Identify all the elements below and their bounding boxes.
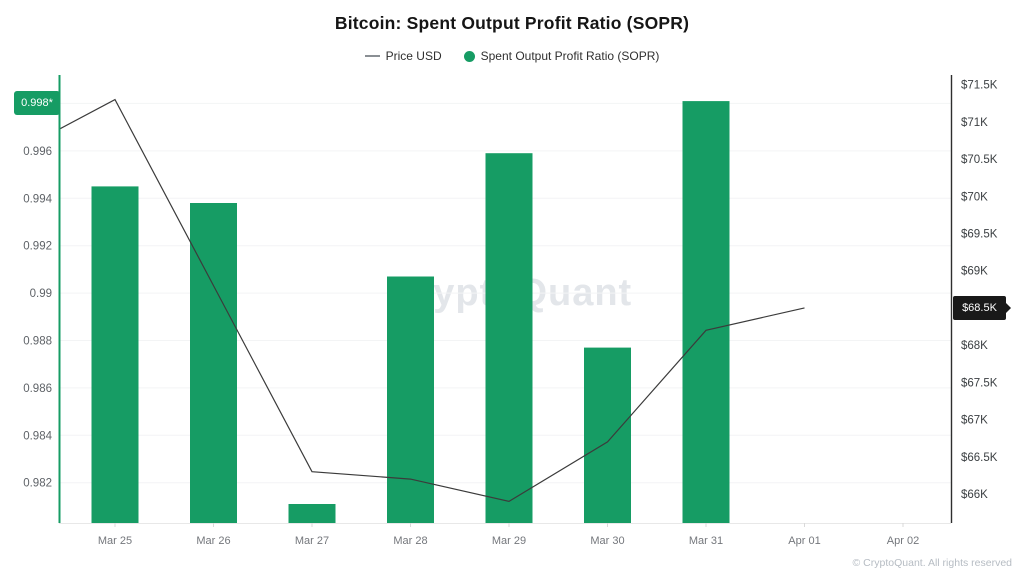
sopr-latest-badge: 0.998* [14,91,60,115]
sopr-bar-mar-29[interactable] [485,153,533,523]
right-axis-tick-label: $69.5K [961,229,998,241]
x-axis-label: Apr 01 [788,535,820,547]
left-axis-tick-label: 0.988 [23,336,52,348]
left-axis-tick-label: 0.984 [23,430,52,442]
price-line[interactable] [58,98,805,503]
right-axis-tick-label: $67.5K [961,377,998,389]
legend-item-sopr[interactable]: Spent Output Profit Ratio (SOPR) [463,49,660,63]
right-axis-tick-label: $70K [961,191,988,203]
sopr-bar-mar-30[interactable] [584,347,631,523]
right-axis-tick-label: $66.5K [961,452,998,464]
x-axis-label: Mar 27 [295,535,329,547]
right-axis-tick-label: $66K [961,489,988,501]
legend-item-price-usd[interactable]: Price USD [364,49,442,63]
right-axis-tick-label: $71K [961,117,988,129]
sopr-bar-mar-27[interactable] [288,504,336,523]
sopr-bar-mar-28[interactable] [387,276,434,524]
right-axis-tick-label: $70.5K [961,154,998,166]
x-axis-label: Mar 28 [393,535,427,547]
right-axis-tick-label: $67K [961,415,988,427]
price-latest-badge: $68.5K [953,296,1011,320]
line-swatch-icon [364,55,380,57]
legend-label-sopr: Spent Output Profit Ratio (SOPR) [480,49,660,63]
sopr-bar-mar-26[interactable] [190,203,237,523]
right-axis-tick-label: $69K [961,266,988,278]
legend: Price USD Spent Output Profit Ratio (SOP… [0,49,1024,63]
sopr-bar-mar-31[interactable] [682,101,730,523]
x-axis-label: Mar 30 [590,535,624,547]
right-axis-tick-label: $68K [961,340,988,352]
chart-title: Bitcoin: Spent Output Profit Ratio (SOPR… [334,13,690,33]
right-axis-tick-label: $71.5K [961,80,998,92]
copyright-notice: © CryptoQuant. All rights reserved [852,557,1012,569]
x-axis-label: Apr 02 [887,535,919,547]
left-axis-tick-label: 0.99 [30,288,52,300]
legend-label-price-usd: Price USD [385,49,442,63]
left-axis-tick-label: 0.994 [23,193,52,205]
left-axis-tick-label: 0.986 [23,383,52,395]
x-axis-label: Mar 31 [689,535,723,547]
x-axis-label: Mar 26 [196,535,230,547]
sopr-bar-mar-25[interactable] [91,186,139,523]
left-axis-tick-label: 0.992 [23,241,52,253]
dot-swatch-icon [463,50,475,62]
x-axis-label: Mar 29 [492,535,526,547]
left-axis-tick-label: 0.982 [23,478,52,490]
x-axis-label: Mar 25 [98,535,132,547]
left-axis-tick-label: 0.996 [23,146,52,158]
